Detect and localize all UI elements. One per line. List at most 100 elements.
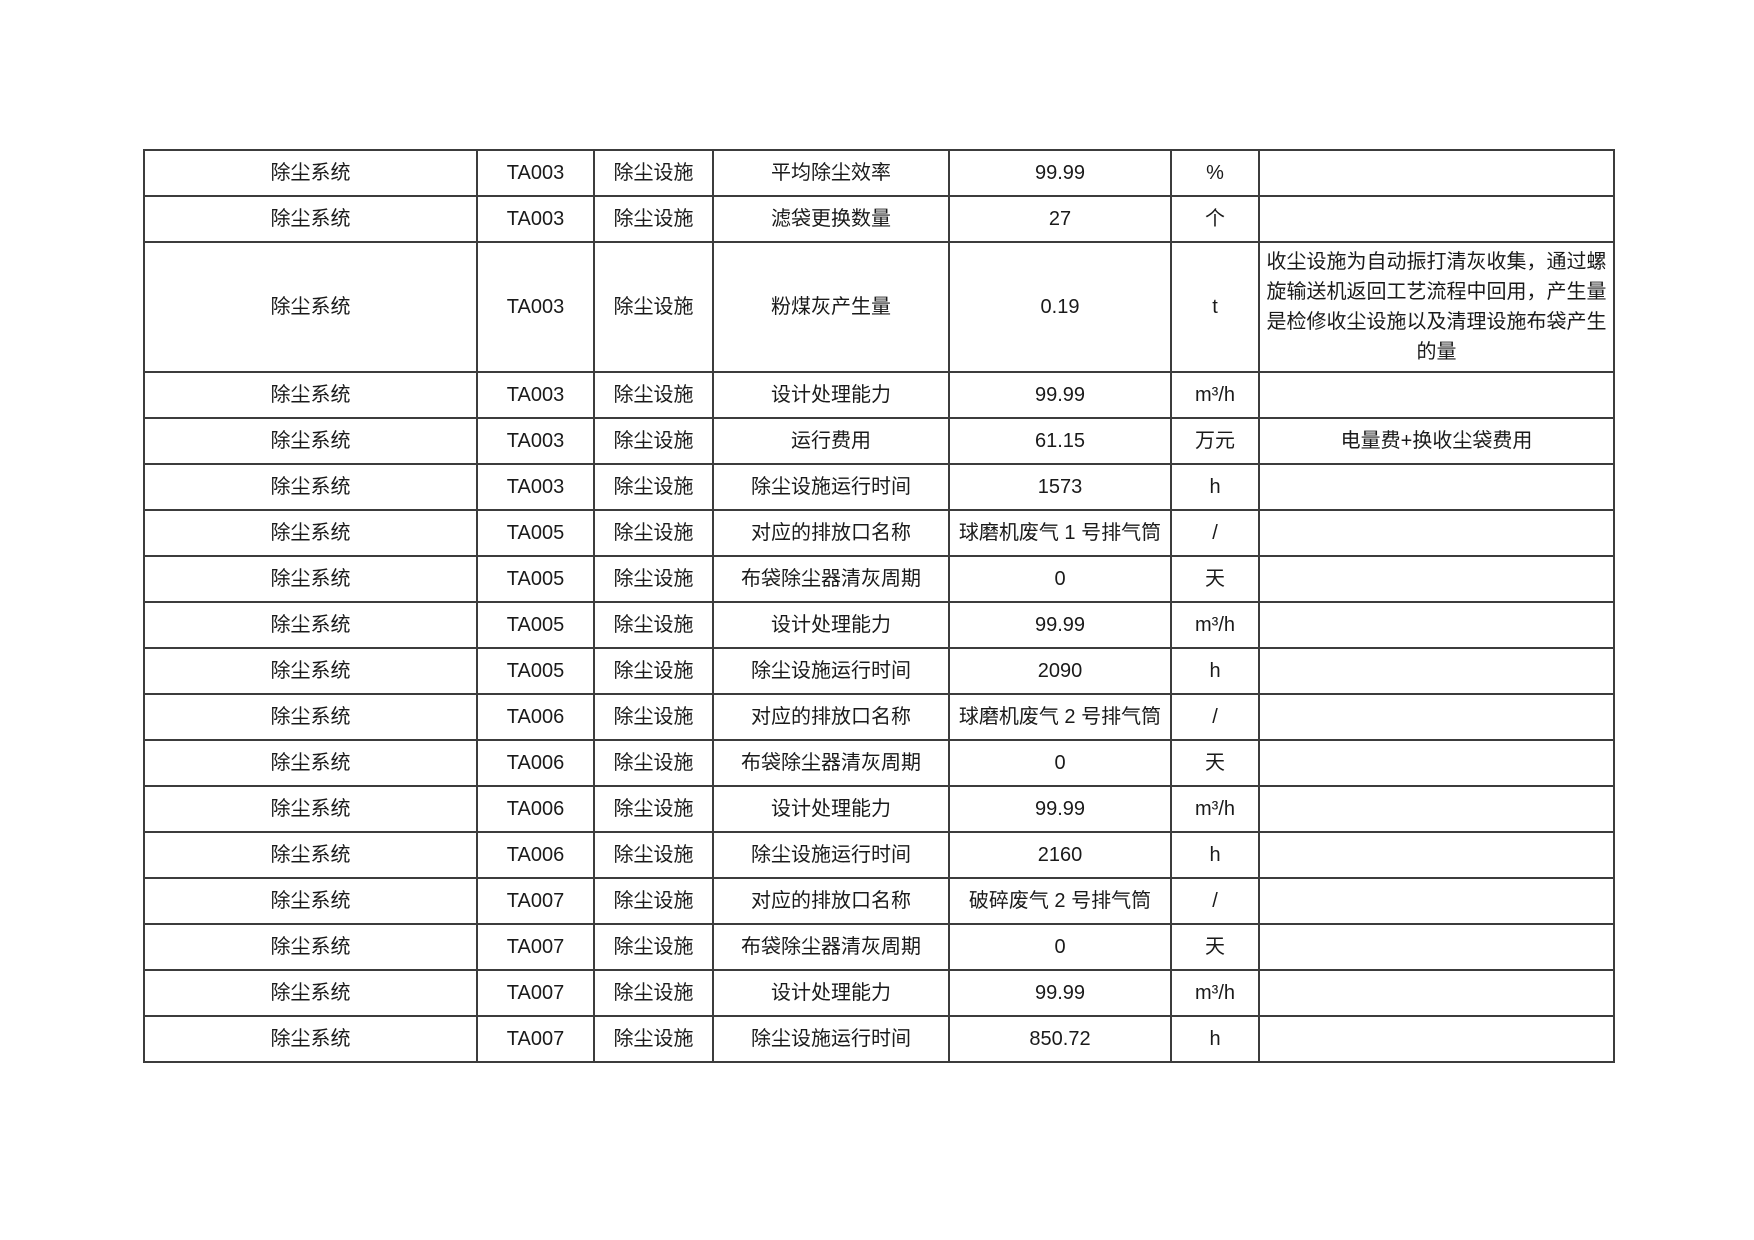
- cell-remark: [1258, 463, 1615, 511]
- table-row: 除尘系统 TA007 除尘设施 布袋除尘器清灰周期 0 天: [143, 923, 1615, 971]
- table-row: 除尘系统 TA003 除尘设施 设计处理能力 99.99 m³/h: [143, 371, 1615, 419]
- cell-unit: 个: [1170, 195, 1260, 243]
- cell-facility: 除尘设施: [593, 241, 714, 373]
- cell-system: 除尘系统: [143, 739, 478, 787]
- cell-remark: [1258, 149, 1615, 197]
- cell-value: 2160: [948, 831, 1172, 879]
- cell-code: TA006: [476, 739, 595, 787]
- table-row: 除尘系统 TA005 除尘设施 对应的排放口名称 球磨机废气 1 号排气筒 /: [143, 509, 1615, 557]
- cell-system: 除尘系统: [143, 555, 478, 603]
- cell-facility: 除尘设施: [593, 785, 714, 833]
- cell-parameter: 除尘设施运行时间: [712, 463, 950, 511]
- cell-system: 除尘系统: [143, 417, 478, 465]
- cell-facility: 除尘设施: [593, 923, 714, 971]
- cell-value: 99.99: [948, 969, 1172, 1017]
- cell-unit: /: [1170, 693, 1260, 741]
- cell-code: TA006: [476, 831, 595, 879]
- cell-unit: h: [1170, 647, 1260, 695]
- cell-remark: [1258, 509, 1615, 557]
- cell-parameter: 除尘设施运行时间: [712, 1015, 950, 1063]
- cell-unit: t: [1170, 241, 1260, 373]
- cell-unit: h: [1170, 463, 1260, 511]
- cell-unit: /: [1170, 509, 1260, 557]
- cell-code: TA006: [476, 785, 595, 833]
- cell-unit: /: [1170, 877, 1260, 925]
- cell-unit: 天: [1170, 739, 1260, 787]
- cell-facility: 除尘设施: [593, 877, 714, 925]
- cell-facility: 除尘设施: [593, 693, 714, 741]
- cell-parameter: 布袋除尘器清灰周期: [712, 739, 950, 787]
- cell-parameter: 除尘设施运行时间: [712, 831, 950, 879]
- cell-system: 除尘系统: [143, 149, 478, 197]
- cell-system: 除尘系统: [143, 923, 478, 971]
- cell-parameter: 除尘设施运行时间: [712, 647, 950, 695]
- table-row: 除尘系统 TA007 除尘设施 除尘设施运行时间 850.72 h: [143, 1015, 1615, 1063]
- cell-facility: 除尘设施: [593, 969, 714, 1017]
- cell-value: 0.19: [948, 241, 1172, 373]
- cell-value: 0: [948, 739, 1172, 787]
- cell-code: TA003: [476, 241, 595, 373]
- cell-system: 除尘系统: [143, 877, 478, 925]
- cell-unit: m³/h: [1170, 969, 1260, 1017]
- cell-parameter: 布袋除尘器清灰周期: [712, 923, 950, 971]
- cell-remark: [1258, 647, 1615, 695]
- table-row: 除尘系统 TA003 除尘设施 滤袋更换数量 27 个: [143, 195, 1615, 243]
- table-row: 除尘系统 TA007 除尘设施 设计处理能力 99.99 m³/h: [143, 969, 1615, 1017]
- cell-value: 0: [948, 555, 1172, 603]
- cell-parameter: 布袋除尘器清灰周期: [712, 555, 950, 603]
- cell-parameter: 滤袋更换数量: [712, 195, 950, 243]
- cell-parameter: 对应的排放口名称: [712, 509, 950, 557]
- cell-value: 27: [948, 195, 1172, 243]
- cell-code: TA007: [476, 877, 595, 925]
- cell-unit: 万元: [1170, 417, 1260, 465]
- cell-facility: 除尘设施: [593, 647, 714, 695]
- cell-parameter: 平均除尘效率: [712, 149, 950, 197]
- cell-code: TA006: [476, 693, 595, 741]
- cell-value: 850.72: [948, 1015, 1172, 1063]
- cell-facility: 除尘设施: [593, 831, 714, 879]
- cell-code: TA007: [476, 923, 595, 971]
- cell-system: 除尘系统: [143, 969, 478, 1017]
- cell-value: 破碎废气 2 号排气筒: [948, 877, 1172, 925]
- cell-remark: [1258, 923, 1615, 971]
- cell-parameter: 设计处理能力: [712, 601, 950, 649]
- cell-value: 99.99: [948, 371, 1172, 419]
- cell-facility: 除尘设施: [593, 555, 714, 603]
- cell-system: 除尘系统: [143, 831, 478, 879]
- cell-system: 除尘系统: [143, 371, 478, 419]
- cell-value: 99.99: [948, 785, 1172, 833]
- facility-parameters-table: 除尘系统 TA003 除尘设施 平均除尘效率 99.99 % 除尘系统 TA00…: [143, 149, 1615, 1063]
- cell-code: TA003: [476, 417, 595, 465]
- cell-unit: %: [1170, 149, 1260, 197]
- cell-parameter: 设计处理能力: [712, 785, 950, 833]
- cell-code: TA007: [476, 1015, 595, 1063]
- cell-unit: m³/h: [1170, 601, 1260, 649]
- table-row: 除尘系统 TA006 除尘设施 布袋除尘器清灰周期 0 天: [143, 739, 1615, 787]
- cell-code: TA003: [476, 371, 595, 419]
- table-row: 除尘系统 TA003 除尘设施 运行费用 61.15 万元 电量费+换收尘袋费用: [143, 417, 1615, 465]
- cell-parameter: 对应的排放口名称: [712, 877, 950, 925]
- cell-value: 99.99: [948, 601, 1172, 649]
- cell-system: 除尘系统: [143, 195, 478, 243]
- cell-system: 除尘系统: [143, 785, 478, 833]
- cell-code: TA005: [476, 647, 595, 695]
- cell-remark: [1258, 831, 1615, 879]
- cell-unit: h: [1170, 1015, 1260, 1063]
- cell-facility: 除尘设施: [593, 601, 714, 649]
- table-body: 除尘系统 TA003 除尘设施 平均除尘效率 99.99 % 除尘系统 TA00…: [143, 149, 1615, 1063]
- cell-facility: 除尘设施: [593, 195, 714, 243]
- cell-facility: 除尘设施: [593, 463, 714, 511]
- cell-code: TA005: [476, 555, 595, 603]
- cell-remark: [1258, 739, 1615, 787]
- cell-system: 除尘系统: [143, 1015, 478, 1063]
- cell-parameter: 粉煤灰产生量: [712, 241, 950, 373]
- cell-unit: m³/h: [1170, 371, 1260, 419]
- cell-unit: 天: [1170, 923, 1260, 971]
- cell-code: TA003: [476, 149, 595, 197]
- cell-system: 除尘系统: [143, 509, 478, 557]
- cell-remark: 收尘设施为自动振打清灰收集，通过螺旋输送机返回工艺流程中回用，产生量是检修收尘设…: [1258, 241, 1615, 373]
- cell-value: 99.99: [948, 149, 1172, 197]
- cell-remark: [1258, 601, 1615, 649]
- cell-remark: [1258, 1015, 1615, 1063]
